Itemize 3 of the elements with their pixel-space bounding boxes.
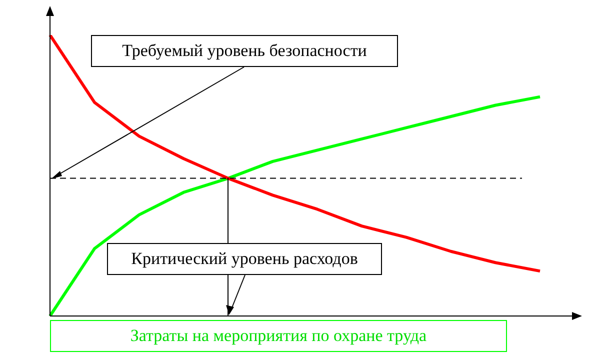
x-axis-title: Затраты на мероприятия по охране труда: [50, 320, 507, 352]
callout-box: Требуемый уровень безопасности: [91, 35, 398, 67]
callout-box: Критический уровень расходов: [107, 243, 382, 275]
